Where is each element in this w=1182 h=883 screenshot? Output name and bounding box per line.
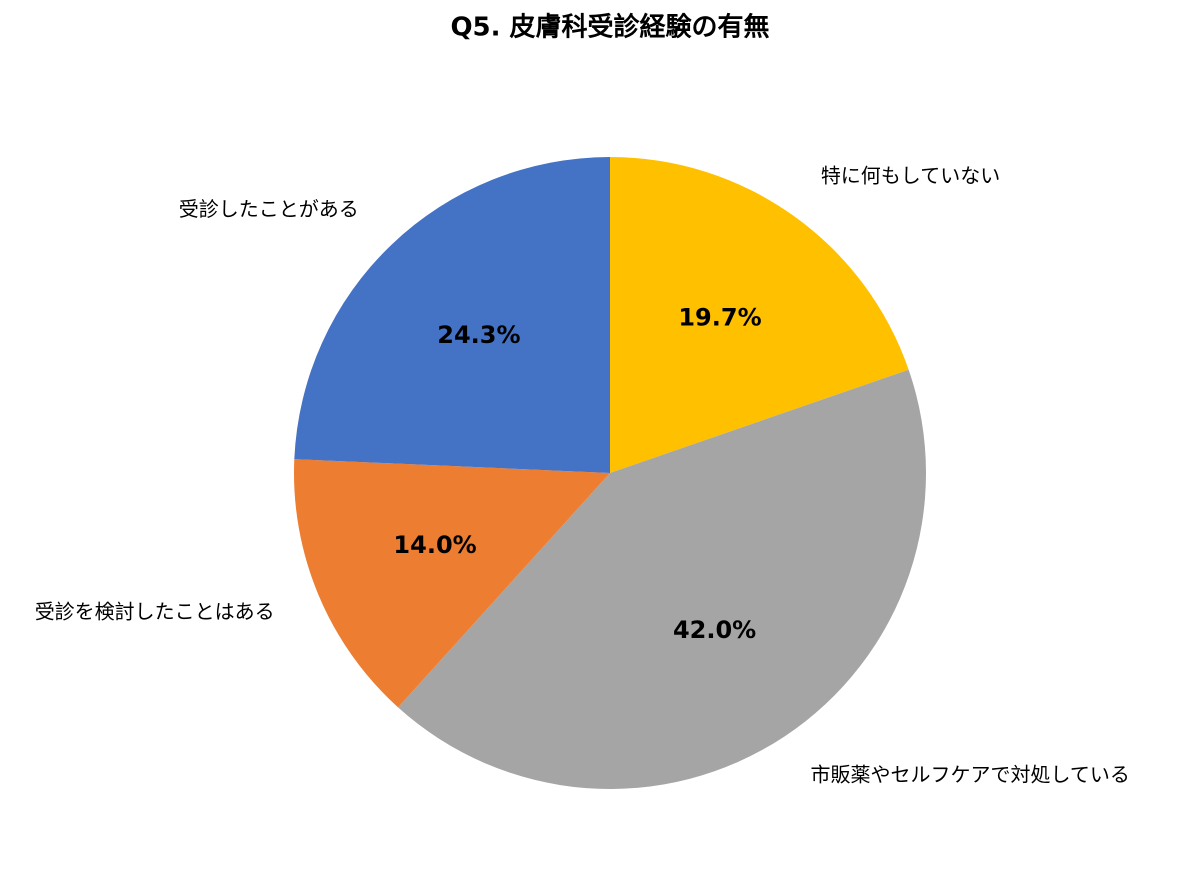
category-label: 受診したことがある — [179, 197, 359, 221]
category-label: 特に何もしていない — [821, 164, 1000, 188]
pie-slice — [294, 459, 610, 708]
category-label: 市販薬やセルフケアで対処している — [810, 763, 1129, 787]
value-label: 24.3% — [437, 321, 520, 349]
value-label: 19.7% — [678, 304, 761, 332]
pie-slice — [398, 369, 926, 789]
chart-title: Q5. 皮膚科受診経験の有無 — [450, 12, 769, 43]
category-label: 受診を検討したことはある — [35, 600, 275, 624]
value-label: 14.0% — [393, 531, 476, 559]
pie-slice — [610, 157, 909, 473]
pie-slice — [294, 157, 610, 473]
value-label: 42.0% — [673, 616, 756, 644]
